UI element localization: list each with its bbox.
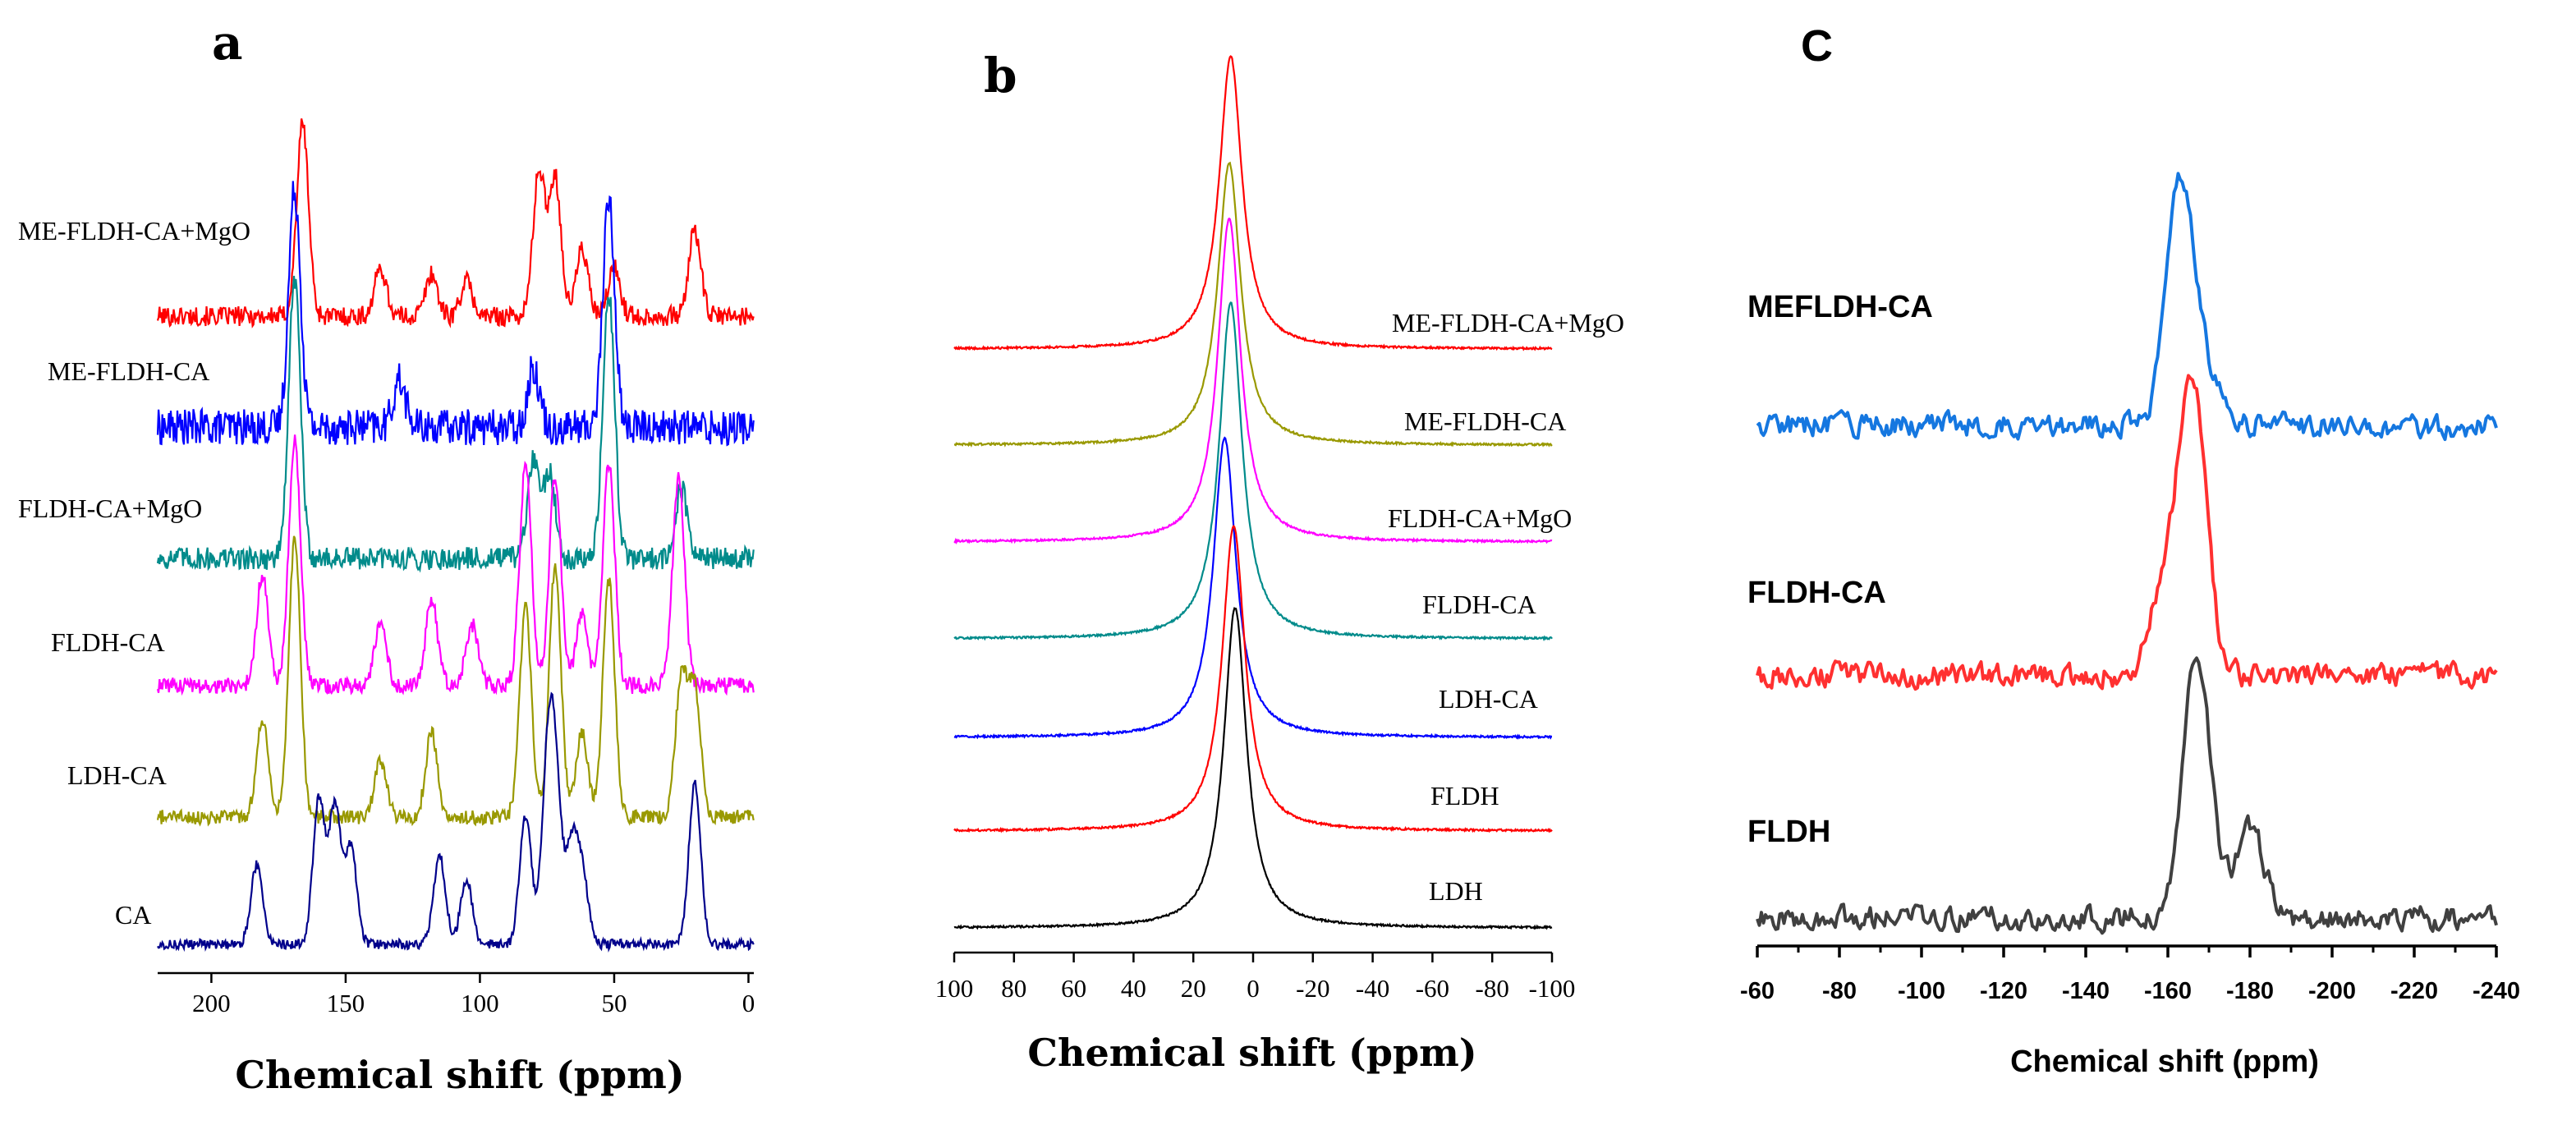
panel-c-tick-label: -120 [1980,978,2027,1004]
panel-c-tick-label: -140 [2062,978,2110,1004]
panel-a-tick-label: 150 [327,989,365,1017]
panel-a-tick-label: 50 [601,989,627,1017]
panel-c-trace-fldh-ca [1756,374,2498,691]
panel-b-tick-label: 60 [1061,974,1086,1003]
panel-b-trace-ldh [953,607,1553,930]
panel-c: C MEFLDH-CA FLDH-CA FLDH -60 -80 -100 -120 -14… [1740,21,2520,1079]
panel-b-trace-fldh-ca [953,301,1553,641]
panel-b-tick-label: 20 [1181,974,1206,1003]
panel-b-tick-label: -80 [1476,974,1509,1003]
panel-c-tick-label: -240 [2473,978,2520,1004]
panel-a-trace-fldh-ca [156,434,755,696]
panel-a-label-fldh-ca-mgo: FLDH-CA+MgO [18,494,202,523]
panel-b-label-me-fldh-ca: ME-FLDH-CA [1404,406,1566,436]
panel-b-tick-label: -60 [1416,974,1449,1003]
panel-b-trace-ldh-ca [953,436,1553,740]
panel-a-label-ldh-ca: LDH-CA [67,760,167,790]
panel-b-label-fldh: FLDH [1430,781,1499,810]
panel-b-title: b [984,48,1017,103]
panel-b-tick-label: -40 [1356,974,1389,1003]
panel-b-trace-fldh [953,524,1553,833]
panel-c-label-fldh: FLDH [1747,815,1830,849]
panel-b: b ME-FLDH-CA+MgO ME-FLDH-CA FLDH-CA+MgO FLD… [935,48,1624,1075]
panel-c-label-fldh-ca: FLDH-CA [1747,576,1886,610]
panel-b-trace-me-fldh-ca [953,161,1553,448]
panel-b-label-fldh-ca: FLDH-CA [1422,590,1536,619]
panel-c-tick-label: -80 [1822,978,1857,1004]
panel-c-label-mefldh-ca: MEFLDH-CA [1747,290,1933,324]
panel-c-xlabel: Chemical shift (ppm) [2010,1045,2319,1079]
panel-b-tick-label: 0 [1247,974,1260,1003]
panel-a-trace-ldh-ca [156,535,755,827]
panel-c-trace-fldh [1756,656,2498,935]
panel-c-tick-label: -160 [2144,978,2192,1004]
panel-b-xlabel: Chemical shift (ppm) [1027,1031,1476,1075]
panel-a-title: a [212,15,243,71]
panel-a-label-me-fldh-ca: ME-FLDH-CA [48,356,209,386]
panel-c-title: C [1801,21,1833,71]
panel-b-tick-label: 40 [1121,974,1146,1003]
panel-a-trace-fldh-ca-mgo [156,275,755,573]
panel-a-trace-me-fldh-ca [156,181,755,447]
panel-b-tick-label: 80 [1001,974,1026,1003]
panel-a-tick-label: 0 [742,989,755,1017]
panel-b-label-ldh: LDH [1429,876,1483,906]
panel-a-label-me-fldh-ca-mgo: ME-FLDH-CA+MgO [18,216,250,246]
panel-b-tick-label: 100 [935,974,974,1003]
panel-a: a ME-FLDH-CA+MgO ME-FLDH-CA FLDH-CA+MgO FLD… [18,15,755,1097]
panel-c-trace-mefldh-ca [1756,172,2498,442]
panel-a-trace-me-fldh-ca-mgo [156,118,755,328]
panel-c-tick-label: -200 [2308,978,2356,1004]
panel-a-tick-label: 100 [461,989,499,1017]
panel-c-tick-label: -180 [2226,978,2274,1004]
panel-c-tick-label: -220 [2390,978,2438,1004]
panel-a-tick-label: 200 [192,989,231,1017]
panel-b-tick-label: -20 [1296,974,1329,1003]
panel-b-label-fldh-ca-mgo: FLDH-CA+MgO [1388,503,1572,533]
panel-c-tick-label: -100 [1898,978,1945,1004]
panel-a-xlabel: Chemical shift (ppm) [235,1053,684,1097]
panel-a-label-ca: CA [115,900,151,930]
panel-b-trace-me-fldh-ca-mgo [953,55,1553,351]
panel-b-label-ldh-ca: LDH-CA [1439,684,1538,714]
panel-b-tick-label: -100 [1529,974,1576,1003]
panel-b-label-me-fldh-ca-mgo: ME-FLDH-CA+MgO [1392,308,1624,338]
panel-a-trace-ca [157,691,755,953]
panel-b-trace-fldh-ca-mgo [953,217,1553,545]
panel-c-tick-label: -60 [1740,978,1775,1004]
panel-a-label-fldh-ca: FLDH-CA [51,627,165,657]
